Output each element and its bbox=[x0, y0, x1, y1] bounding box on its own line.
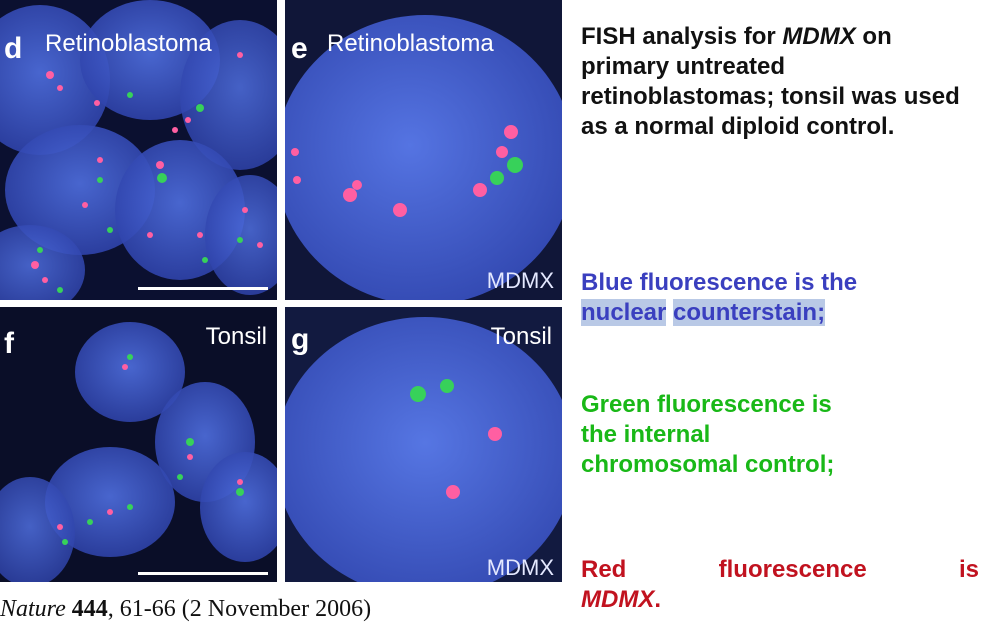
blue-line-1: Blue fluorescence is the bbox=[581, 269, 858, 296]
fish-prefix: FISH analysis for bbox=[581, 23, 783, 50]
panel-letter: g bbox=[291, 323, 310, 356]
panel-title: Retinoblastoma bbox=[45, 30, 212, 57]
red-end: . bbox=[654, 586, 661, 613]
panel-f-micrograph bbox=[0, 307, 277, 582]
journal-name: Nature bbox=[0, 596, 66, 622]
red-word-1: Red bbox=[581, 556, 627, 583]
scale-bar bbox=[138, 572, 268, 575]
red-line-1: Red fluorescence is bbox=[581, 555, 979, 585]
panel-d: d Retinoblastoma bbox=[0, 0, 277, 300]
red-word-2: fluorescence bbox=[718, 556, 867, 583]
panel-e-micrograph bbox=[285, 0, 562, 300]
red-gene: MDMX bbox=[581, 586, 655, 613]
green-line-1: Green fluorescence is bbox=[581, 391, 832, 418]
panel-f: f Tonsil bbox=[0, 307, 277, 582]
red-line-2: MDMX. bbox=[581, 585, 979, 615]
panel-letter: f bbox=[4, 327, 14, 360]
highlight-nuclear: nuclear bbox=[581, 299, 667, 326]
panel-marker-label: MDMX bbox=[486, 555, 554, 580]
fish-figure: d Retinoblastoma e Retinoblastoma MDMX bbox=[0, 0, 562, 582]
green-fluorescence-note: Green fluorescence is the internal chrom… bbox=[581, 390, 979, 480]
green-line-2: the internal bbox=[581, 421, 711, 448]
blue-fluorescence-note: Blue fluorescence is the nuclear counter… bbox=[581, 268, 979, 328]
highlight-counterstain: counterstain bbox=[673, 299, 818, 326]
red-fluorescence-note: Red fluorescence is MDMX. bbox=[581, 555, 979, 615]
panel-title: Tonsil bbox=[490, 323, 552, 350]
panel-g-micrograph bbox=[285, 307, 562, 582]
citation-details: , 61-66 (2 November 2006) bbox=[107, 596, 372, 622]
panel-marker-label: MDMX bbox=[486, 268, 554, 293]
blue-line-end: ; bbox=[817, 299, 826, 326]
gene-name: MDMX bbox=[782, 23, 856, 50]
green-line-3: chromosomal control; bbox=[581, 451, 835, 478]
panel-g: g Tonsil MDMX bbox=[285, 307, 562, 582]
panel-title: Retinoblastoma bbox=[327, 30, 494, 57]
red-word-3: is bbox=[958, 556, 979, 583]
scale-bar bbox=[138, 287, 268, 290]
panel-letter: d bbox=[4, 32, 23, 65]
panel-d-micrograph bbox=[0, 0, 277, 300]
blue-line-2: nuclear counterstain; bbox=[581, 298, 979, 328]
citation: Nature 444, 61-66 (2 November 2006) bbox=[0, 596, 371, 623]
fish-rest: on primary untreated retinoblastomas; to… bbox=[581, 23, 960, 140]
panel-title: Tonsil bbox=[205, 323, 267, 350]
fish-description: FISH analysis for MDMX on primary untrea… bbox=[581, 22, 979, 142]
panel-letter: e bbox=[291, 32, 308, 65]
panel-e: e Retinoblastoma MDMX bbox=[285, 0, 562, 300]
journal-volume: 444 bbox=[71, 596, 108, 622]
